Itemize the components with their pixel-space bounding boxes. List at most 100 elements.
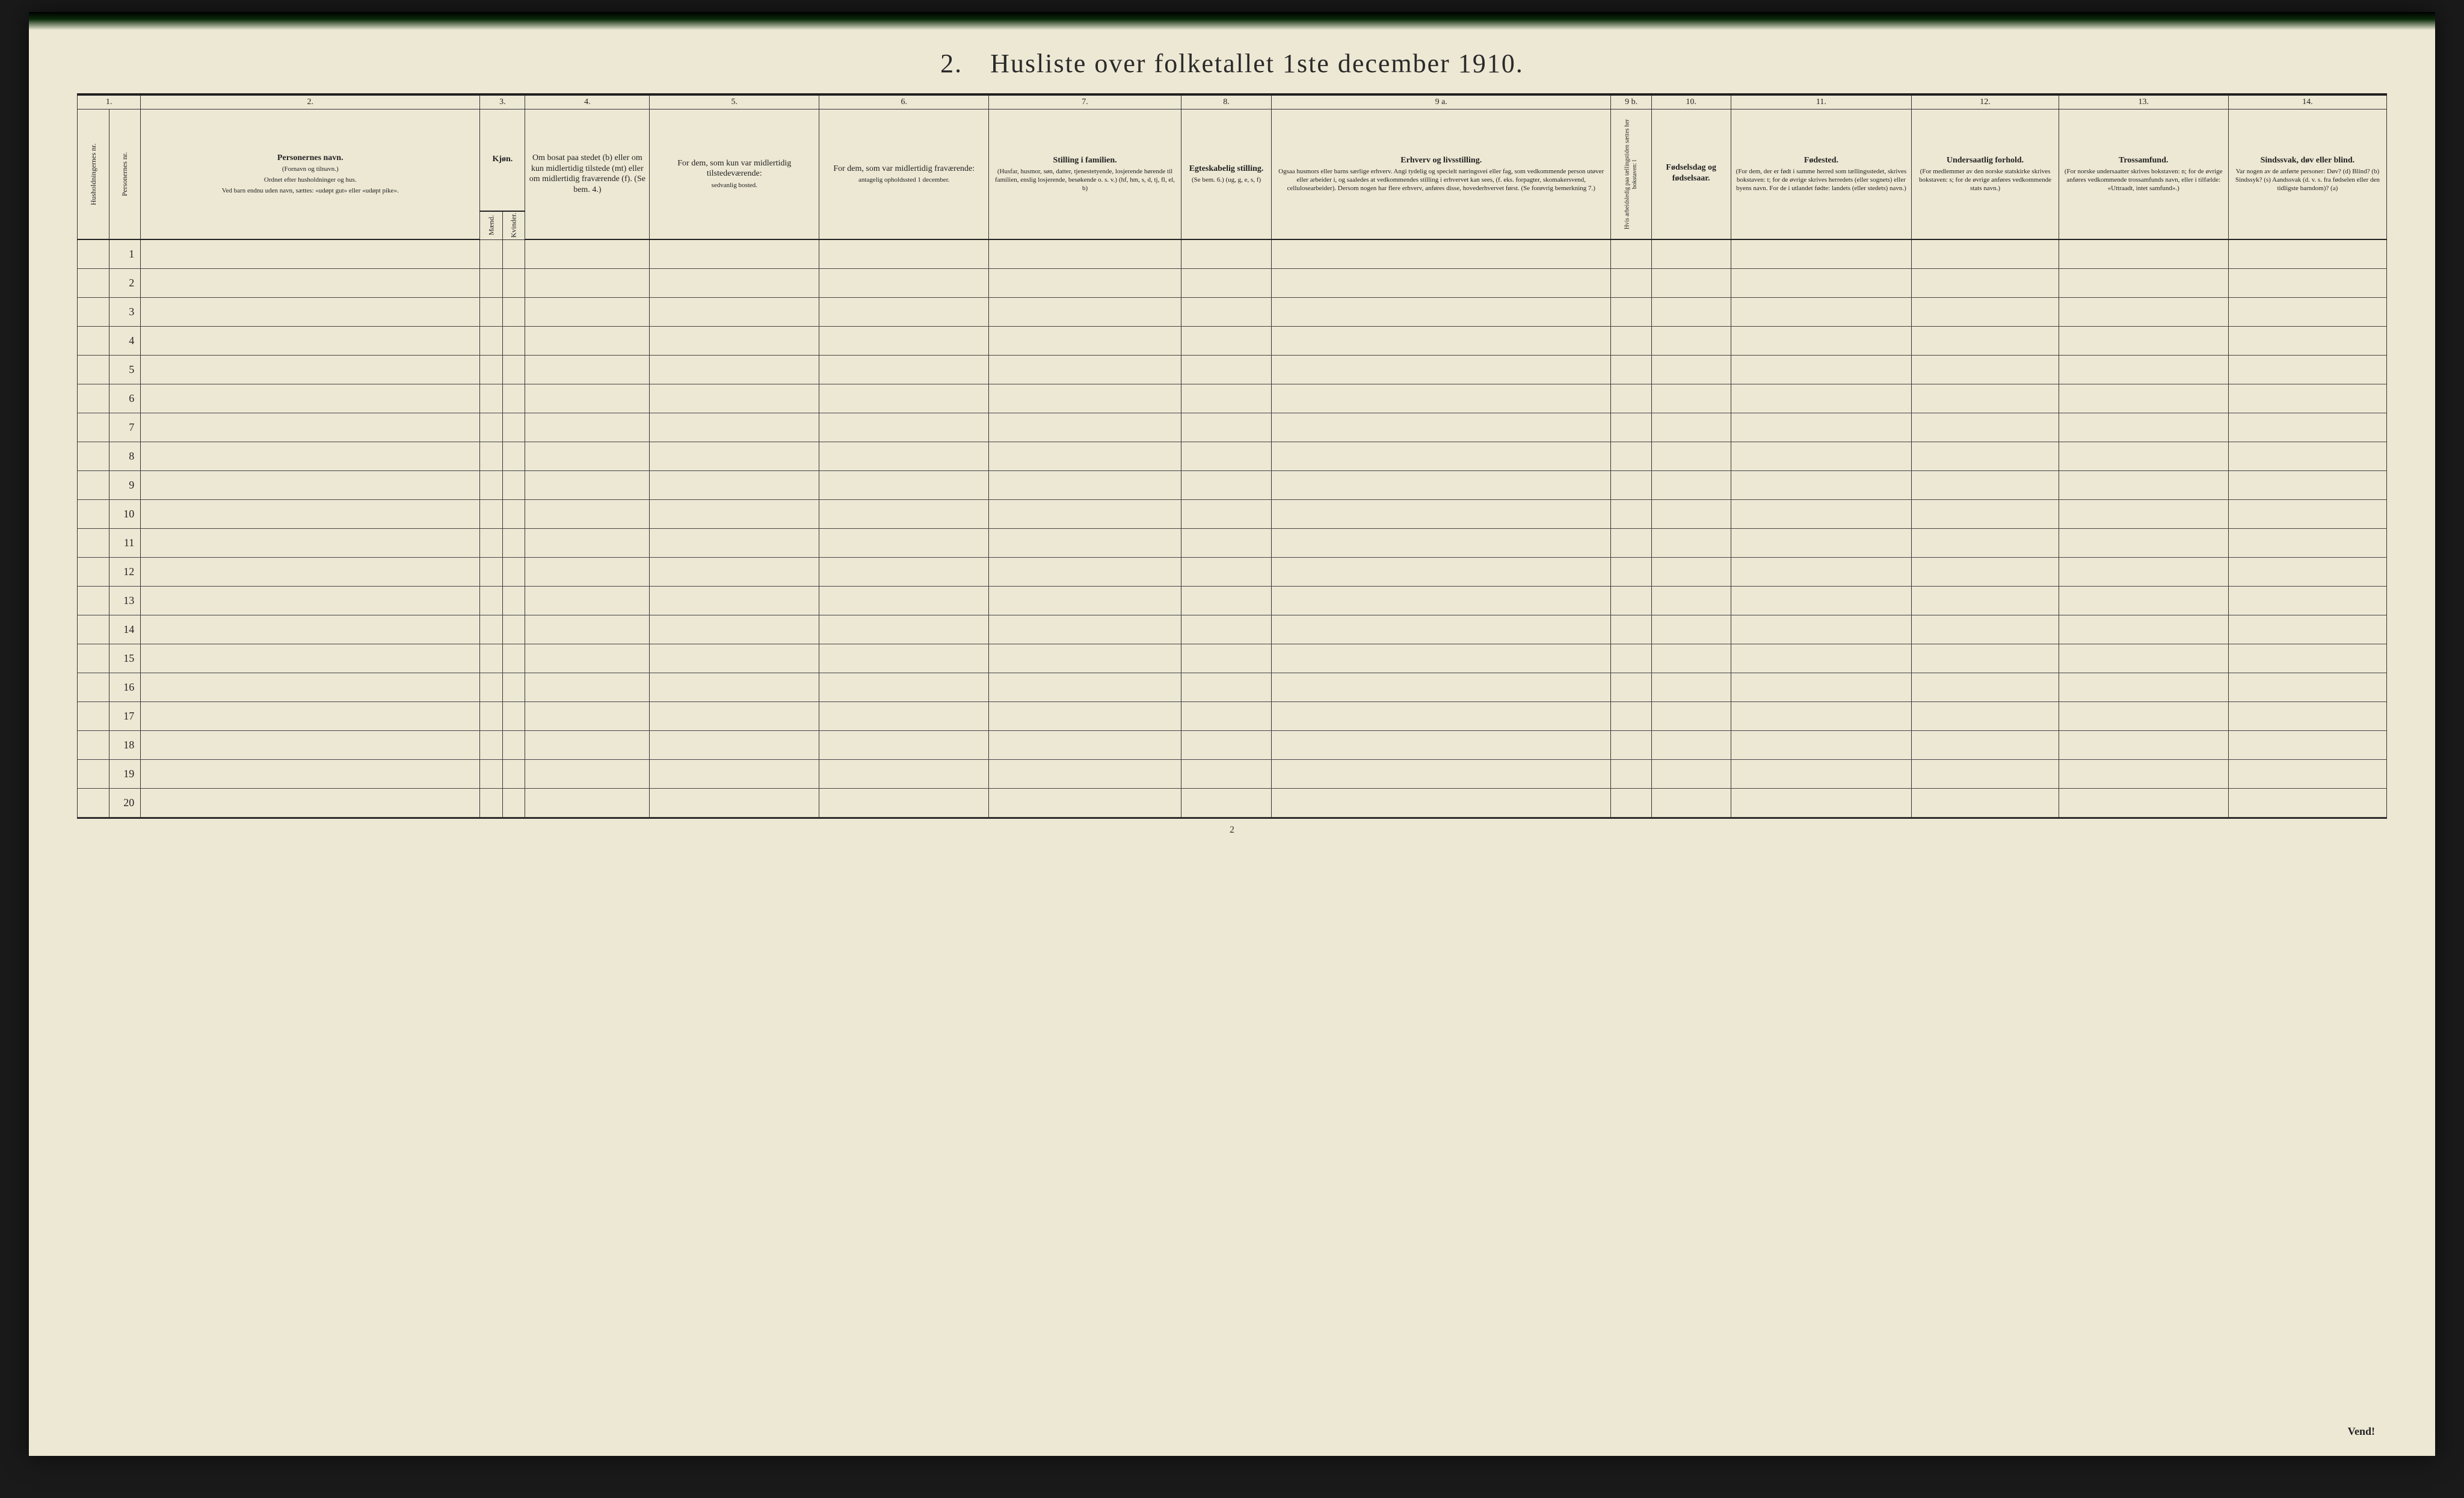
cell: [1731, 557, 1912, 586]
cell: [650, 239, 819, 268]
cell: [650, 528, 819, 557]
colnum-6: 6.: [819, 96, 989, 109]
cell: [989, 326, 1181, 355]
cell: [141, 615, 480, 644]
header-col6: For dem, som var midlertidig fraværende:…: [819, 109, 989, 239]
colnum-5: 5.: [650, 96, 819, 109]
header-col14: Sindssvak, døv eller blind. Var nogen av…: [2228, 109, 2386, 239]
cell: [1272, 730, 1611, 759]
cell: [1272, 470, 1611, 499]
cell: [1611, 268, 1652, 297]
cell: [650, 615, 819, 644]
cell: [1181, 442, 1271, 470]
cell: [1611, 297, 1652, 326]
cell: [2059, 528, 2228, 557]
cell: [1731, 644, 1912, 673]
cell: [1272, 788, 1611, 817]
cell: [1611, 730, 1652, 759]
cell: [141, 528, 480, 557]
cell: [1912, 239, 2059, 268]
header-col8-title: Egteskabelig stilling.: [1185, 164, 1267, 174]
table-row: 8: [78, 442, 2387, 470]
cell: [1912, 730, 2059, 759]
cell: [989, 268, 1181, 297]
cell: [141, 788, 480, 817]
cell: [1651, 644, 1731, 673]
cell: [480, 413, 503, 442]
colnum-11: 11.: [1731, 96, 1912, 109]
cell-person-nr: 15: [109, 644, 141, 673]
cell: [1611, 644, 1652, 673]
cell: [1731, 788, 1912, 817]
cell: [141, 384, 480, 413]
cell: [2059, 239, 2228, 268]
header-col12-sub: (For medlemmer av den norske statskirke …: [1915, 168, 2054, 193]
cell: [989, 355, 1181, 384]
cell: [1651, 586, 1731, 615]
cell: [1731, 528, 1912, 557]
cell: [525, 528, 650, 557]
colnum-14: 14.: [2228, 96, 2386, 109]
header-col14-title: Sindssvak, døv eller blind.: [2232, 155, 2383, 166]
cell: [650, 701, 819, 730]
cell: [1731, 759, 1912, 788]
cell: [989, 528, 1181, 557]
header-col14-sub: Var nogen av de anførte personer: Døv? (…: [2232, 168, 2383, 193]
table-row: 1: [78, 239, 2387, 268]
cell: [2228, 673, 2386, 701]
cell-person-nr: 2: [109, 268, 141, 297]
cell: [2228, 326, 2386, 355]
cell-husholdning: [78, 470, 109, 499]
cell: [525, 701, 650, 730]
cell: [1181, 355, 1271, 384]
cell: [819, 557, 989, 586]
table-row: 13: [78, 586, 2387, 615]
cell: [1272, 239, 1611, 268]
colnum-9b: 9 b.: [1611, 96, 1652, 109]
cell: [2059, 615, 2228, 644]
cell: [525, 788, 650, 817]
header-col8-sub: (Se bem. 6.) (ug, g, e, s, f): [1185, 176, 1267, 185]
cell: [650, 557, 819, 586]
cell: [650, 297, 819, 326]
cell: [989, 701, 1181, 730]
cell: [480, 239, 503, 268]
colnum-8: 8.: [1181, 96, 1271, 109]
cell: [1272, 615, 1611, 644]
cell-person-nr: 13: [109, 586, 141, 615]
cell: [1731, 701, 1912, 730]
cell: [1611, 499, 1652, 528]
cell: [1611, 239, 1652, 268]
header-navn: Personernes navn. (Fornavn og tilnavn.) …: [141, 109, 480, 239]
cell: [1731, 499, 1912, 528]
cell: [1611, 355, 1652, 384]
cell-person-nr: 18: [109, 730, 141, 759]
cell: [989, 413, 1181, 442]
cell: [2228, 701, 2386, 730]
colnum-3: 3.: [480, 96, 525, 109]
cell: [502, 442, 525, 470]
cell: [480, 470, 503, 499]
cell: [1611, 586, 1652, 615]
scanner-artifact: [29, 12, 2435, 30]
cell-person-nr: 9: [109, 470, 141, 499]
cell: [1181, 384, 1271, 413]
census-table-wrap: 1. 2. 3. 4. 5. 6. 7. 8. 9 a. 9 b. 10. 11…: [77, 93, 2387, 819]
cell: [480, 788, 503, 817]
cell: [141, 644, 480, 673]
cell: [502, 759, 525, 788]
cell: [819, 326, 989, 355]
cell: [1272, 384, 1611, 413]
cell: [1912, 442, 2059, 470]
cell-person-nr: 20: [109, 788, 141, 817]
table-row: 20: [78, 788, 2387, 817]
cell: [819, 268, 989, 297]
page-title: 2. Husliste over folketallet 1ste decemb…: [77, 48, 2387, 79]
cell: [525, 326, 650, 355]
cell: [1731, 615, 1912, 644]
cell: [1651, 413, 1731, 442]
cell: [819, 759, 989, 788]
cell: [1731, 239, 1912, 268]
table-row: 6: [78, 384, 2387, 413]
cell: [819, 528, 989, 557]
